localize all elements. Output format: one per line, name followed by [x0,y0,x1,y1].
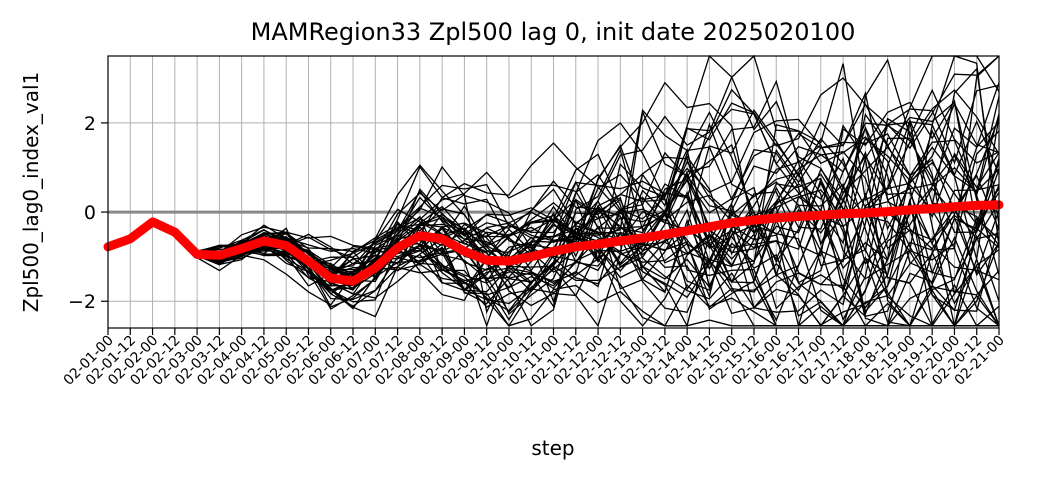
ensemble-member-line [107,79,1000,292]
chart-title: MAMRegion33 Zpl500 lag 0, init date 2025… [251,18,856,46]
ensemble-mean-layer [103,200,1004,286]
ensemble-member-line [107,99,1000,321]
x-axis-ticks: 02-01-0002-01-1202-02-0002-02-1202-03-00… [61,328,1008,389]
ensemble-member-line [107,137,1000,327]
y-tick-label: 0 [84,202,96,224]
ensemble-member-line [107,54,1000,271]
ensemble-member-line [107,173,999,327]
y-tick-label: −2 [68,291,96,313]
y-axis-label: Zpl500_lag0_index_val1 [19,72,43,312]
y-tick-label: 2 [84,113,96,135]
y-axis-ticks: −2 0 2 [68,113,108,313]
ensemble-mean-line [103,200,1004,286]
ensemble-member-line [107,117,1000,327]
x-axis-label: step [531,436,574,460]
